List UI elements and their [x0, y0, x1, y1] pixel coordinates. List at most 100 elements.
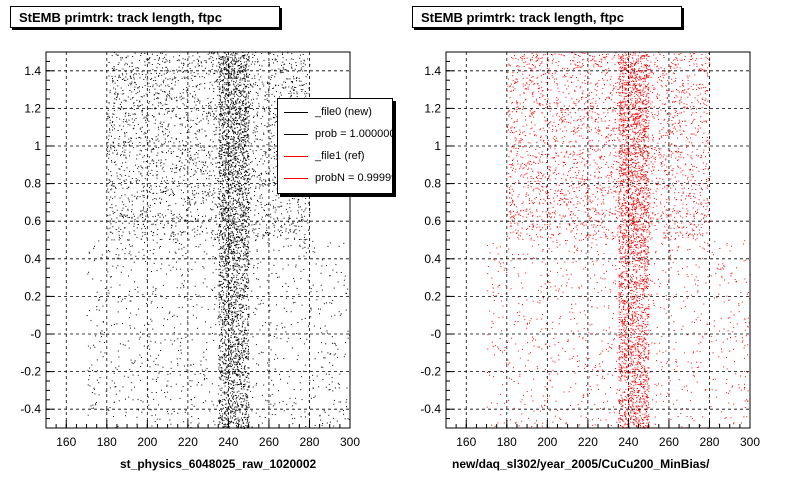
scatter-point: [232, 373, 234, 375]
scatter-point: [221, 238, 223, 240]
scatter-point: [192, 306, 194, 308]
scatter-point: [296, 77, 298, 78]
scatter-point: [182, 148, 184, 150]
scatter-point: [248, 203, 249, 205]
scatter-point: [157, 364, 159, 366]
scatter-point: [220, 234, 222, 236]
scatter-point: [118, 168, 120, 170]
scatter-point: [297, 221, 299, 223]
scatter-point: [223, 58, 225, 60]
scatter-point: [224, 308, 226, 310]
scatter-point: [273, 384, 274, 386]
scatter-point: [274, 59, 276, 61]
scatter-point: [194, 170, 196, 172]
scatter-point: [319, 415, 321, 417]
scatter-point: [134, 82, 136, 84]
scatter-point: [162, 191, 164, 193]
scatter-point: [258, 103, 260, 105]
scatter-point: [229, 371, 231, 372]
scatter-point: [253, 121, 255, 123]
scatter-point: [232, 141, 234, 143]
scatter-point: [239, 71, 241, 73]
scatter-point: [283, 87, 284, 89]
scatter-point: [116, 152, 118, 154]
scatter-point: [155, 364, 157, 365]
scatter-point: [160, 350, 162, 351]
scatter-point: [246, 400, 248, 402]
scatter-point: [219, 136, 221, 138]
scatter-point: [168, 110, 170, 112]
scatter-point: [237, 181, 239, 183]
scatter-point: [229, 163, 231, 165]
scatter-point: [131, 200, 133, 202]
scatter-point: [168, 141, 170, 143]
scatter-point: [240, 56, 242, 58]
scatter-point: [121, 210, 123, 211]
scatter-point: [182, 204, 184, 206]
scatter-point: [268, 92, 270, 94]
scatter-point: [233, 419, 235, 421]
scatter-point: [231, 215, 233, 217]
scatter-point: [273, 173, 274, 175]
scatter-point: [140, 96, 142, 98]
scatter-point: [156, 171, 158, 173]
scatter-point: [121, 214, 123, 216]
scatter-point: [212, 404, 214, 406]
scatter-point: [157, 126, 159, 128]
scatter-point: [243, 294, 245, 296]
scatter-point: [221, 387, 223, 389]
scatter-point: [144, 232, 146, 234]
scatter-point: [246, 246, 248, 248]
scatter-point: [245, 140, 247, 142]
scatter-point: [247, 54, 248, 56]
scatter-point: [225, 302, 227, 304]
scatter-point: [344, 353, 346, 355]
scatter-point: [186, 209, 187, 211]
scatter-point: [216, 157, 218, 159]
scatter-point: [195, 162, 197, 164]
scatter-point: [274, 121, 276, 123]
scatter-point: [110, 286, 112, 288]
scatter-point: [191, 199, 193, 200]
scatter-point: [209, 191, 211, 193]
scatter-point: [212, 209, 214, 211]
scatter-point: [220, 205, 222, 207]
scatter-point: [244, 55, 246, 57]
scatter-point: [240, 303, 242, 305]
scatter-point: [227, 111, 229, 113]
scatter-point: [115, 205, 117, 207]
scatter-point: [136, 197, 138, 199]
scatter-point: [95, 403, 97, 405]
scatter-point: [142, 231, 144, 233]
scatter-point: [283, 410, 285, 412]
scatter-point: [139, 336, 141, 338]
scatter-point: [89, 367, 91, 369]
scatter-point: [261, 207, 263, 209]
scatter-point: [173, 194, 175, 195]
scatter-point: [303, 211, 305, 213]
scatter-point: [107, 139, 109, 141]
scatter-point: [195, 294, 197, 296]
scatter-point: [242, 413, 243, 415]
scatter-point: [179, 170, 181, 172]
scatter-point: [239, 294, 241, 296]
scatter-point: [215, 298, 217, 300]
scatter-point: [287, 264, 289, 266]
scatter-point: [157, 138, 159, 140]
scatter-point: [246, 180, 248, 182]
scatter-point: [141, 356, 142, 358]
scatter-point: [296, 359, 298, 361]
scatter-point: [261, 180, 263, 182]
scatter-point: [231, 295, 233, 296]
scatter-point: [230, 327, 232, 329]
scatter-point: [190, 154, 192, 156]
scatter-point: [208, 188, 210, 190]
scatter-point: [123, 93, 125, 95]
scatter-point: [282, 52, 283, 54]
scatter-point: [252, 336, 254, 338]
scatter-point: [195, 109, 197, 111]
scatter-point: [244, 91, 246, 93]
scatter-point: [327, 352, 329, 354]
scatter-point: [248, 324, 250, 326]
scatter-point: [180, 168, 181, 170]
